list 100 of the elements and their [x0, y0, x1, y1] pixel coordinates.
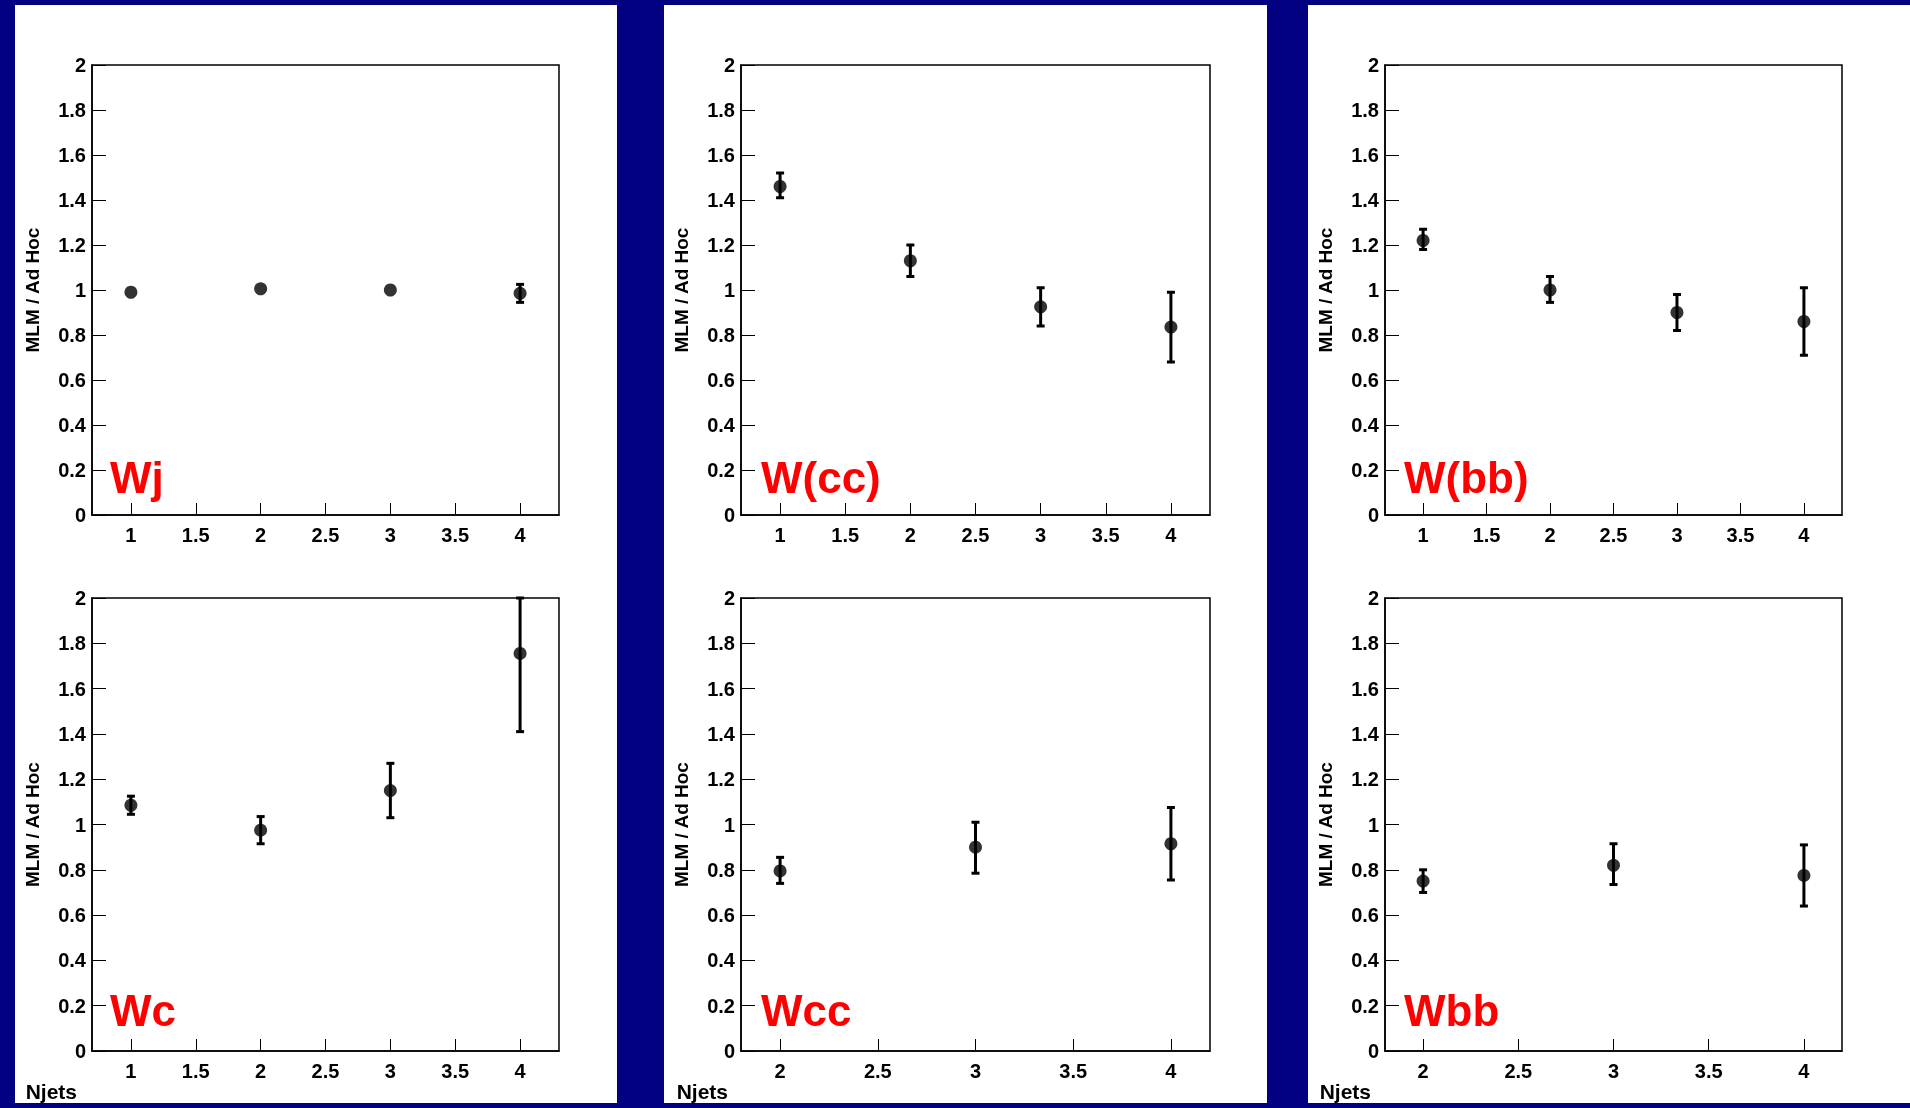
- point: [969, 840, 982, 854]
- point: [773, 864, 787, 878]
- x-tick-label: 2: [255, 1060, 267, 1082]
- y-tick-label: 0.2: [1351, 459, 1379, 481]
- point: [1416, 234, 1430, 247]
- y-tick-label: 1.8: [1351, 632, 1379, 655]
- point: [1797, 868, 1811, 882]
- x-tick-label: 1.5: [181, 524, 210, 546]
- x-tick-label: 4: [1798, 1060, 1811, 1082]
- x-tick-label: 2.5: [1599, 524, 1628, 546]
- x-tick-label: 3.5: [1091, 524, 1120, 546]
- y-tick-label: 1.4: [58, 189, 87, 211]
- y-tick-label: 0.6: [1351, 369, 1379, 391]
- y-tick-label: 0.6: [58, 369, 86, 391]
- x-tick-label: 3.5: [441, 524, 470, 546]
- x-tick-label: 3.5: [1726, 524, 1755, 546]
- x-tick-label: 3: [969, 1060, 982, 1082]
- point: [383, 784, 397, 798]
- y-tick-label: 2: [723, 54, 735, 76]
- y-tick-label: 1.6: [58, 144, 86, 166]
- y-tick-label: 1.6: [1351, 677, 1379, 700]
- x-tick-label: 1: [125, 524, 137, 546]
- y-tick-label: 0.2: [707, 459, 735, 481]
- y-tick-label: 0.8: [58, 858, 86, 881]
- y-tick-label: 0.4: [707, 414, 736, 436]
- y-tick-label: 0.8: [58, 324, 86, 346]
- y-tick-label: 1: [723, 813, 735, 836]
- y-tick-label: 0.4: [58, 949, 87, 972]
- y-tick-label: 1: [74, 813, 86, 836]
- y-tick-label: 1.2: [1351, 234, 1379, 256]
- y-tick-label: 1.4: [1351, 189, 1380, 211]
- point: [124, 798, 138, 812]
- y-tick-label: 0.8: [1351, 858, 1379, 881]
- y-tick-label: 1.6: [707, 677, 735, 700]
- x-tick-label: 4: [514, 1060, 527, 1082]
- x-tick-label: 4: [514, 524, 527, 546]
- x-tick-label: 3.5: [441, 1060, 470, 1082]
- y-tick-label: 0.6: [58, 904, 86, 927]
- y-tick-label: 1.8: [58, 632, 86, 655]
- y-axis-title: MLM / Ad Hoc: [22, 227, 43, 353]
- x-tick-label: 2: [904, 524, 916, 546]
- y-tick-label: 0.2: [58, 459, 86, 481]
- text: Wj: [110, 452, 164, 502]
- y-tick-label: 1.6: [1351, 144, 1379, 166]
- y-tick-label: 1.4: [707, 722, 736, 745]
- x-axis-title: Njets: [25, 1080, 77, 1103]
- y-tick-label: 0: [74, 504, 86, 526]
- y-tick-label: 1: [74, 279, 86, 301]
- x-tick-label: 2.5: [311, 1060, 340, 1082]
- x-tick-label: 3: [1607, 1060, 1620, 1082]
- x-tick-label: 3.5: [1059, 1060, 1088, 1082]
- x-tick-label: 2.5: [961, 524, 990, 546]
- y-tick-label: 1.2: [58, 234, 86, 256]
- y-tick-label: 0.8: [707, 324, 735, 346]
- point: [1797, 315, 1811, 328]
- y-tick-label: 0: [723, 1040, 735, 1062]
- point: [1164, 837, 1178, 851]
- point: [773, 180, 787, 193]
- y-tick-label: 1.2: [1351, 768, 1379, 791]
- y-tick-label: 0.8: [707, 858, 735, 881]
- y-tick-label: 1.4: [58, 722, 87, 745]
- y-tick-label: 2: [723, 587, 735, 609]
- y-tick-label: 1: [1367, 813, 1379, 836]
- point: [1670, 306, 1684, 319]
- y-tick-label: 2: [1367, 54, 1379, 76]
- point: [1034, 300, 1048, 314]
- x-tick-label: 2: [1544, 524, 1556, 546]
- text: W(cc): [761, 452, 881, 502]
- x-tick-label: 3.5: [1694, 1060, 1723, 1082]
- text: Wc: [110, 985, 176, 1035]
- y-tick-label: 0: [1367, 504, 1379, 526]
- y-axis-title: MLM / Ad Hoc: [671, 227, 692, 353]
- y-tick-label: 1.8: [707, 632, 735, 655]
- y-tick-label: 0.2: [1351, 994, 1379, 1017]
- x-tick-label: 4: [1165, 1060, 1178, 1082]
- x-tick-label: 1: [1417, 524, 1429, 546]
- y-tick-label: 2: [74, 587, 86, 609]
- x-tick-label: 2.5: [863, 1060, 892, 1082]
- x-tick-label: 2.5: [311, 524, 340, 546]
- x-tick-label: 1: [125, 1060, 137, 1082]
- x-axis-title: Njets: [1319, 1080, 1371, 1103]
- x-tick-label: 4: [1165, 524, 1178, 546]
- y-tick-label: 1.2: [707, 768, 735, 791]
- y-tick-label: 1.6: [58, 677, 86, 700]
- x-tick-label: 3: [384, 1060, 396, 1082]
- x-tick-label: 1: [774, 524, 786, 546]
- x-tick-label: 2.5: [1504, 1060, 1533, 1082]
- x-tick-label: 3: [384, 524, 396, 546]
- y-tick-label: 0.6: [1351, 904, 1379, 927]
- y-tick-label: 0.4: [707, 949, 736, 972]
- y-tick-label: 0.6: [707, 904, 735, 927]
- y-tick-label: 0.4: [1351, 414, 1380, 436]
- y-axis-title: MLM / Ad Hoc: [671, 761, 692, 887]
- y-tick-label: 0.6: [707, 369, 735, 391]
- x-tick-label: 1.5: [181, 1060, 210, 1082]
- y-tick-label: 0.2: [707, 994, 735, 1017]
- y-tick-label: 1: [723, 279, 735, 301]
- y-tick-label: 0: [1367, 1040, 1379, 1062]
- y-tick-label: 0.8: [1351, 324, 1379, 346]
- y-axis-title: MLM / Ad Hoc: [22, 761, 43, 887]
